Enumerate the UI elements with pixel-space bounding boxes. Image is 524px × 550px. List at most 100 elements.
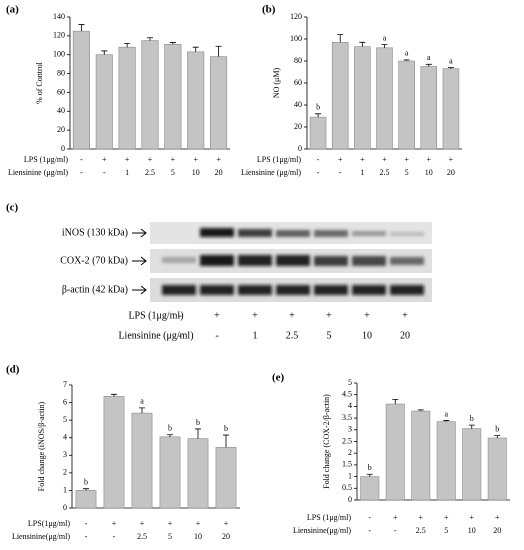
y-tick-label: 0 <box>61 144 65 153</box>
row-value: 1 <box>360 168 364 177</box>
row-value: + <box>224 519 229 528</box>
row-value: 20 <box>222 532 230 541</box>
error-bar <box>443 420 450 422</box>
significance-label: a <box>405 49 409 58</box>
error-bar <box>78 24 85 32</box>
bar <box>376 47 393 150</box>
bar <box>72 30 90 150</box>
y-tick-label: 2 <box>63 468 67 477</box>
bar <box>487 437 507 501</box>
significance-label: b <box>196 418 200 427</box>
bar <box>436 421 456 501</box>
row-value: 10 <box>362 330 372 341</box>
row-value: 20 <box>493 526 501 535</box>
y-tick-label: 6 <box>63 397 67 406</box>
row-value: + <box>252 310 258 321</box>
bar <box>141 40 159 150</box>
row-label: Liensinine (μg/ml) <box>118 330 193 341</box>
row-value: + <box>140 519 145 528</box>
row-value: - <box>368 513 371 522</box>
error-bar <box>215 45 222 57</box>
blot-strips <box>132 222 432 302</box>
bar <box>159 436 181 509</box>
row-value: 10 <box>425 168 433 177</box>
y-tick-label: 4 <box>63 433 67 442</box>
row-value: - <box>80 168 83 177</box>
row-value: + <box>338 155 343 164</box>
bar <box>75 490 97 509</box>
y-tick-label: 0 <box>298 144 302 153</box>
y-tick-label: 120 <box>290 12 302 21</box>
y-tick-label: 0.5 <box>342 483 352 492</box>
row-value: + <box>444 513 449 522</box>
bar <box>309 116 327 150</box>
row-value: - <box>85 519 88 528</box>
significance-label: a <box>449 56 453 65</box>
y-tick-label: 100 <box>290 34 302 43</box>
axis-line <box>356 383 510 501</box>
error-bar <box>417 409 424 412</box>
y-tick-label: 7 <box>63 380 67 389</box>
row-value: + <box>404 155 409 164</box>
row-value: + <box>289 310 295 321</box>
row-value: - <box>85 532 88 541</box>
bar <box>360 476 380 501</box>
row-label: Liensinine(μg/ml) <box>12 532 70 541</box>
y-tick-label: 3 <box>348 425 352 434</box>
bar <box>215 447 237 509</box>
row-value: - <box>394 526 397 535</box>
bar <box>420 66 438 150</box>
row-value: 5 <box>405 168 409 177</box>
error-bar <box>195 428 201 439</box>
bar <box>131 412 153 509</box>
row-value: - <box>80 155 83 164</box>
row-value: 20 <box>447 168 455 177</box>
bar <box>95 54 113 150</box>
y-tick-label: 100 <box>53 50 65 59</box>
row-value: - <box>368 526 371 535</box>
y-tick-label: 80 <box>294 56 302 65</box>
row-value: + <box>402 310 408 321</box>
bar <box>398 60 415 150</box>
y-tick-label: 20 <box>57 125 65 134</box>
y-tick-label: 1 <box>63 485 67 494</box>
row-value: - <box>178 310 181 321</box>
significance-label: b <box>316 103 320 112</box>
error-bar <box>83 488 89 491</box>
y-tick-label: 1 <box>348 471 352 480</box>
row-value: + <box>171 155 176 164</box>
y-tick-label: 5 <box>63 415 67 424</box>
bar <box>354 46 371 150</box>
panel-label: (c) <box>6 202 19 214</box>
y-tick-label: 120 <box>53 31 65 40</box>
y-tick-label: 60 <box>57 87 65 96</box>
row-value: 20 <box>400 330 410 341</box>
row-value: + <box>168 519 173 528</box>
y-tick-label: 3 <box>63 450 67 459</box>
row-value: 5 <box>168 532 172 541</box>
bar <box>442 68 460 150</box>
row-value: + <box>495 513 500 522</box>
y-tick-label: 0 <box>63 503 67 512</box>
y-tick-label: 60 <box>294 78 302 87</box>
y-tick-label: 2 <box>348 448 352 457</box>
y-tick-label: 3.5 <box>342 413 352 422</box>
row-value: 5 <box>444 526 448 535</box>
y-tick-label: 140 <box>53 12 65 21</box>
row-value: + <box>364 310 370 321</box>
row-label: Liensinine (μg/ml) <box>8 168 68 177</box>
row-label: LPS(1μg/ml) <box>28 519 70 528</box>
error-bar <box>111 393 117 397</box>
error-bar <box>192 46 199 52</box>
row-value: 2.5 <box>137 532 147 541</box>
error-bar <box>468 424 475 429</box>
bar <box>164 44 182 150</box>
row-value: + <box>193 155 198 164</box>
row-label: Liensinine (μg/ml) <box>241 168 301 177</box>
significance-label: b <box>495 424 499 433</box>
error-bar <box>381 44 388 48</box>
row-value: 10 <box>192 168 200 177</box>
band-label: iNOS (130 kDa) <box>62 227 128 238</box>
error-bar <box>167 434 173 437</box>
y-tick-label: 40 <box>294 100 302 109</box>
